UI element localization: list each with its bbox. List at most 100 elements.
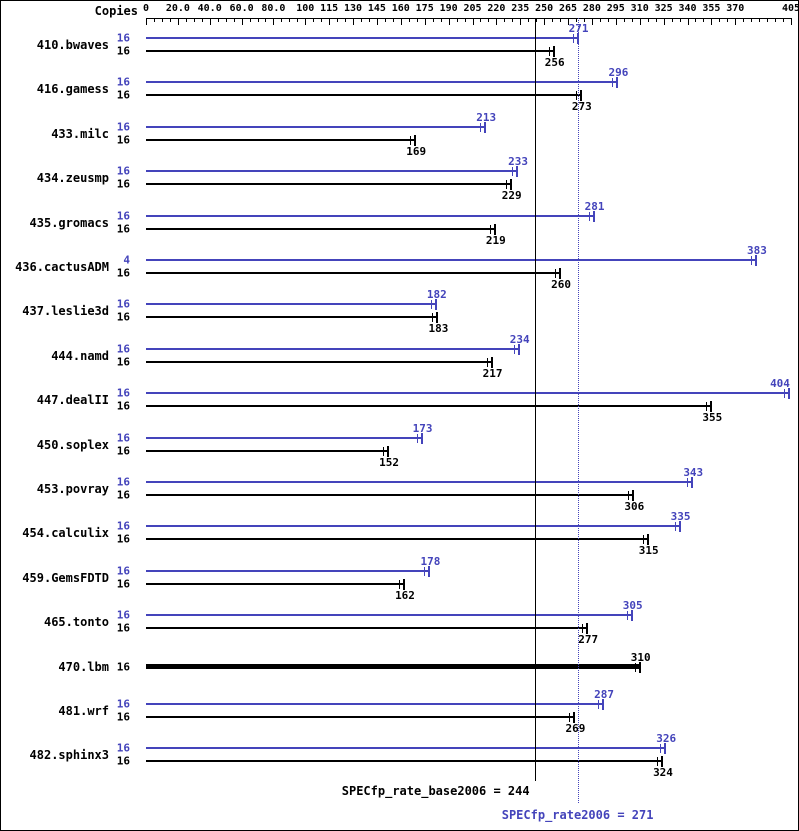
copies-value: 16 — [116, 310, 130, 324]
axis-minor-tick — [369, 18, 370, 22]
axis-major-tick — [639, 18, 641, 25]
axis-minor-tick — [321, 18, 323, 22]
axis-minor-tick — [599, 18, 601, 22]
benchmark-name: 454.calculix — [22, 526, 109, 541]
peak-value-label: 343 — [683, 466, 704, 479]
base-bar — [146, 760, 662, 763]
bar-end-cap — [678, 521, 681, 533]
axis-minor-tick — [456, 18, 458, 22]
bar-run-tick — [706, 402, 708, 412]
copies-value: 16 — [116, 297, 130, 311]
bar-end-cap — [403, 578, 405, 590]
axis-minor-tick — [432, 18, 434, 22]
axis-tick-label: 325 — [654, 3, 673, 14]
axis-major-tick — [663, 18, 665, 25]
axis-minor-tick — [225, 18, 227, 22]
bar-end-cap — [420, 432, 423, 444]
benchmark-name: 410.bwaves — [36, 38, 109, 52]
peak-bar — [146, 569, 430, 572]
bar-end-cap — [509, 179, 512, 191]
base-bar — [146, 360, 492, 363]
axis-major-tick — [687, 18, 689, 25]
bar-run-tick — [634, 662, 636, 672]
bar-run-tick — [555, 269, 557, 278]
axis-minor-tick — [416, 18, 418, 22]
base-value-label: 355 — [702, 411, 723, 425]
axis-tick-label: 220 — [487, 3, 506, 14]
base-bar — [146, 582, 404, 585]
axis-major-tick — [305, 18, 307, 25]
bar-end-cap — [559, 268, 562, 279]
axis-major-tick — [177, 18, 179, 25]
peak-value-label: 281 — [584, 199, 605, 213]
benchmark-name: 435.gromacs — [29, 215, 109, 230]
copies-value: 16 — [116, 660, 130, 674]
axis-major-tick — [329, 18, 331, 25]
axis-minor-tick — [743, 18, 745, 22]
peak-value-label: 326 — [656, 732, 677, 746]
bar-end-cap — [434, 299, 437, 311]
axis-tick-label: 115 — [320, 3, 339, 14]
base-value-label: 229 — [501, 189, 522, 203]
copies-value: 16 — [116, 386, 130, 400]
peak-bar — [146, 436, 422, 439]
peak-bar — [146, 259, 756, 261]
bar-run-tick — [628, 491, 630, 500]
bar-run-tick — [575, 91, 577, 101]
axis-minor-tick — [161, 18, 163, 22]
benchmark-name: 437.leslie3d — [22, 304, 109, 319]
peak-value-label: 173 — [412, 421, 433, 435]
axis-minor-tick — [671, 18, 673, 22]
axis-tick-label: 0 — [142, 3, 150, 14]
axis-minor-tick — [408, 18, 410, 22]
axis-tick-label: 250 — [535, 3, 554, 14]
axis-minor-tick — [695, 18, 697, 22]
axis-tick-label: 340 — [678, 3, 697, 14]
copies-value: 16 — [116, 355, 130, 369]
copies-value: 16 — [116, 519, 130, 533]
bar-end-cap — [754, 255, 757, 266]
axis-tick-label: 190 — [439, 3, 458, 14]
axis-minor-tick — [576, 18, 577, 22]
axis-major-tick — [241, 18, 243, 25]
copies-value: 16 — [116, 608, 130, 622]
bar-end-cap — [552, 46, 555, 57]
copies-value: 16 — [116, 564, 130, 578]
peak-bar — [146, 37, 578, 39]
copies-value: 16 — [116, 31, 130, 45]
peak-bar — [146, 170, 518, 173]
copies-value: 16 — [116, 431, 130, 445]
bar-run-tick — [505, 180, 507, 190]
bar-run-tick — [657, 757, 658, 767]
peak-value-label: 335 — [670, 510, 691, 524]
copies-value: 16 — [116, 488, 130, 502]
benchmark-name: 459.GemsFDTD — [22, 570, 109, 585]
bar-run-tick — [569, 713, 571, 722]
peak-bar — [146, 614, 632, 617]
axis-major-tick — [146, 18, 147, 25]
axis-minor-tick — [281, 18, 283, 22]
benchmark-name: 436.cactusADM — [15, 260, 109, 274]
axis-tick-label: 175 — [415, 3, 434, 14]
bar-end-cap — [586, 623, 589, 635]
peak-value-label: 383 — [747, 244, 767, 257]
base-value-label: 169 — [406, 144, 427, 158]
copies-value: 4 — [123, 253, 130, 267]
axis-minor-tick — [512, 18, 514, 22]
axis-major-tick — [400, 18, 402, 25]
copies-column-header: Copies — [94, 4, 138, 18]
axis-minor-tick — [193, 18, 195, 22]
axis-major-tick — [520, 18, 522, 25]
benchmark-name: 481.wrf — [58, 704, 109, 718]
peak-value-label: 287 — [594, 688, 614, 701]
peak-value-label: 178 — [420, 554, 441, 568]
peak-bar — [146, 81, 618, 84]
copies-value: 16 — [116, 177, 130, 191]
bar-end-cap — [493, 223, 496, 235]
copies-value: 16 — [116, 741, 130, 755]
base-bar — [146, 94, 581, 97]
axis-minor-tick — [337, 18, 339, 22]
axis-minor-tick — [249, 18, 251, 22]
benchmark-name: 444.namd — [51, 348, 109, 363]
